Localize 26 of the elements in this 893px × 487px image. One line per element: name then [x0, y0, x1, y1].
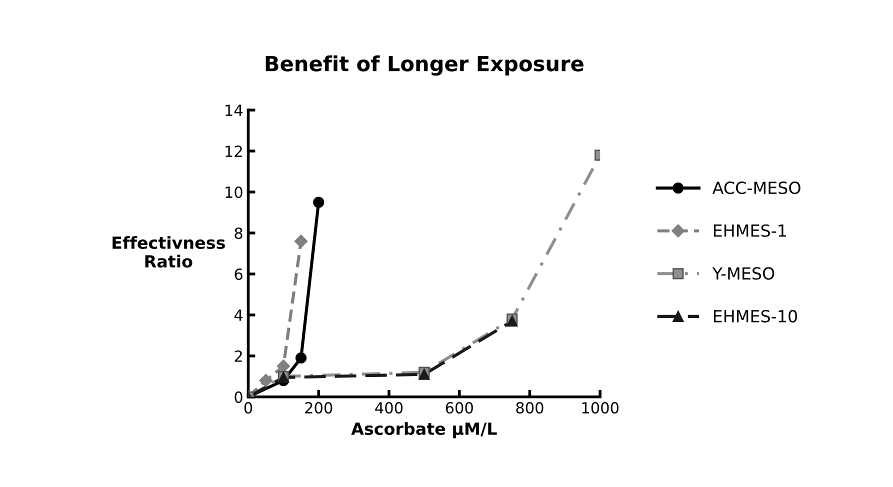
y-tick-label: 4	[234, 310, 243, 321]
y-tick-label: 2	[234, 350, 242, 362]
y-tick-label: 12	[226, 146, 242, 157]
point	[295, 352, 307, 364]
y-tick-label: 0	[234, 391, 242, 403]
legend-label: Y-MESO	[712, 267, 774, 280]
x-tick-label: 400	[375, 402, 403, 414]
point	[313, 196, 324, 208]
x-tick-label: 600	[446, 402, 473, 414]
chart-title: Benefit of Longer Exposure	[266, 55, 584, 76]
y-tick-label: 10	[226, 186, 242, 198]
legend-label: ACC-MESO	[712, 182, 800, 194]
y-axis-title: Effectivness Ratio	[112, 236, 225, 268]
point	[294, 234, 308, 248]
point	[259, 374, 272, 388]
legend-label: EHMES-1	[714, 224, 786, 237]
legend-label: EHMES-10	[714, 310, 797, 323]
y-tick-label: 8	[234, 227, 242, 240]
x-tick-label: 800	[516, 402, 544, 414]
x-tick-label: 200	[305, 402, 332, 414]
x-axis-title: Ascorbate µM/L	[351, 422, 497, 438]
y-tick-label: 6	[234, 268, 242, 280]
x-tick-label: 1000	[582, 402, 619, 414]
x-tick-label: 0	[244, 402, 252, 414]
point	[276, 360, 290, 373]
y-tick-label: 14	[226, 104, 243, 116]
